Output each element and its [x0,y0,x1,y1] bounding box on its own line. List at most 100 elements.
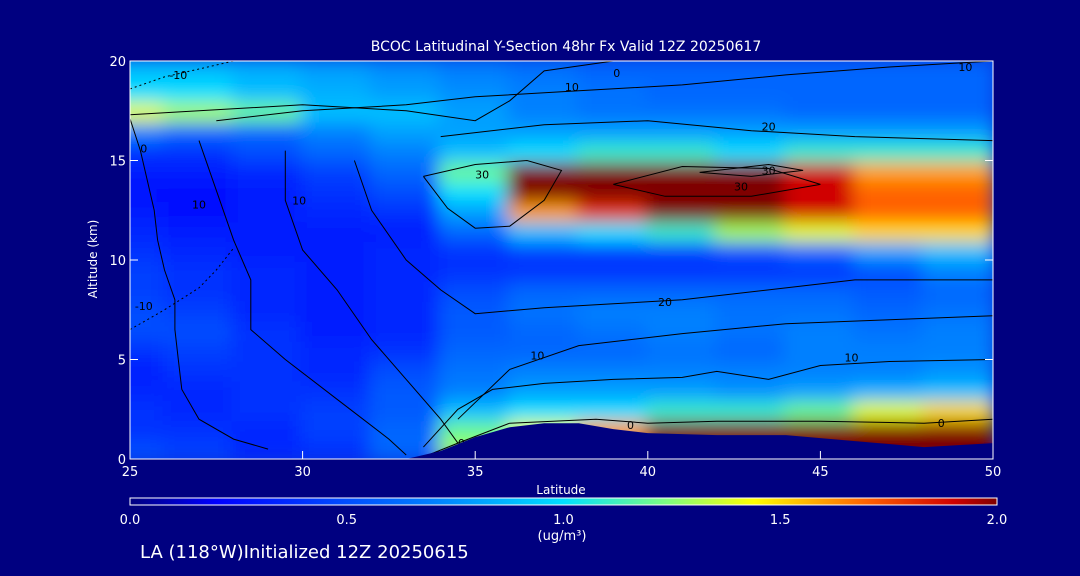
field-cell [783,297,857,322]
field-cell [507,118,581,143]
field-cell [438,317,512,342]
field-cell [645,377,719,402]
field-cell [507,78,581,103]
field-cell [783,317,857,342]
field-cell [231,297,305,322]
field-cell [783,118,857,143]
field-cell [438,98,512,123]
field-cell [852,337,926,362]
field-cell [231,357,305,382]
contour-label: 10 [844,352,858,365]
field-cell [130,78,167,103]
field-cell [300,258,374,282]
field-cell [645,61,719,83]
contour-label: 30 [762,164,776,177]
field-cell [921,258,993,282]
field-cell [438,337,512,362]
field-cell [231,377,305,402]
field-cell [783,238,857,262]
field-cell [162,198,236,223]
field-cell [438,377,512,402]
field-cell [300,78,374,103]
contour-line [423,418,993,458]
field-cell [438,238,512,262]
colorbar-tick-label: 0.0 [120,513,141,528]
field-cell [369,118,443,143]
field-cell [645,98,719,123]
field-cell [438,178,512,203]
field-cell [576,218,650,243]
field-cell [300,397,374,422]
field-cell [300,238,374,262]
field-cell [507,98,581,123]
field-cell [714,138,788,163]
field-cell [162,178,236,203]
field-cell [852,138,926,163]
field-cell [714,198,788,223]
field-cell [645,357,719,382]
field-cell [130,337,167,362]
field-cell [576,297,650,322]
field-cell [438,357,512,382]
field-cell [852,198,926,223]
contour-line [613,165,821,197]
contour-label: 0 [627,419,634,432]
field-cell [852,178,926,203]
field-cell [369,218,443,243]
field-cell [300,437,374,459]
field-cell [921,218,993,243]
field-cell [231,78,305,103]
field-cell [162,118,236,143]
field-cell [921,297,993,322]
field-cell [300,118,374,143]
field-cell [852,98,926,123]
field-cell [783,218,857,243]
field-cell [783,138,857,163]
field-cell [507,198,581,223]
contour-label: 20 [762,121,776,134]
field-cell [162,258,236,282]
colorbar-tick-label: 1.0 [553,513,574,528]
x-tick-label: 40 [640,465,657,480]
field-cell [369,238,443,262]
field-cell [852,61,926,83]
field-cell [507,138,581,163]
field-cell [852,377,926,402]
field-cell [576,158,650,183]
contour-label: 10 [292,194,306,207]
field-cell [783,277,857,302]
field-cell [921,118,993,143]
field-cell [507,337,581,362]
contour-label: -10 [169,69,187,82]
x-tick-label: 25 [122,465,139,480]
field-cell [921,397,993,422]
field-cell [576,357,650,382]
field-cell [576,397,650,422]
field-cell [852,277,926,302]
field-cell [130,118,167,143]
field-cell [231,118,305,143]
x-tick-label: 45 [812,465,829,480]
field-cell [300,357,374,382]
field-cell [645,258,719,282]
field-cell [576,118,650,143]
field-cell [576,238,650,262]
contour-line [423,359,993,448]
field-cell [162,61,236,83]
field-cell [645,198,719,223]
field-cell [231,158,305,183]
contour-line [440,120,993,142]
x-axis-label: Latitude [536,483,585,497]
field-cell [852,258,926,282]
field-cell [130,297,167,322]
field-cell [852,297,926,322]
field-cell [714,218,788,243]
field-cell [921,238,993,262]
x-tick-label: 50 [985,465,1002,480]
field-cell [130,417,167,442]
field-cell [231,277,305,302]
y-tick-label: 5 [118,354,126,369]
contour-line [130,61,614,122]
field-cell [714,337,788,362]
field-cell [130,277,167,302]
